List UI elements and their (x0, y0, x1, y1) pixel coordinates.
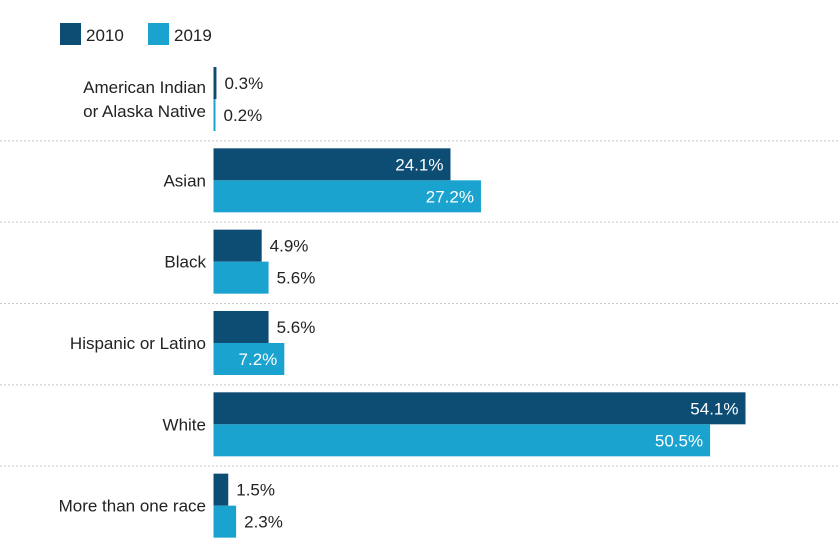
bar-2010 (213, 148, 451, 181)
bar-2019 (213, 342, 285, 375)
bar-2019 (213, 99, 216, 131)
category-label: Hispanic or Latino (70, 334, 206, 353)
category-label: American Indian (83, 78, 206, 97)
value-label-2010: 5.6% (277, 318, 316, 337)
value-label-2019: 27.2% (426, 187, 474, 206)
bar-2010 (213, 310, 269, 343)
value-label-2019: 5.6% (277, 269, 316, 288)
value-label-2010: 0.3% (224, 74, 263, 93)
category-label: Black (164, 253, 206, 272)
category-label: or Alaska Native (83, 102, 206, 121)
bar-2010 (213, 67, 217, 99)
bar-2019 (213, 424, 711, 457)
value-label-2010: 1.5% (236, 481, 275, 500)
bars (213, 67, 746, 538)
value-label-2019: 0.2% (224, 106, 263, 125)
bar-2010 (213, 392, 746, 425)
category-label: More than one race (59, 497, 206, 516)
category-label: Asian (163, 171, 206, 190)
category-labels: American Indian or Alaska Native Asian Blac… (59, 78, 207, 516)
bar-2019 (213, 505, 237, 538)
bar-2019 (213, 180, 481, 213)
legend-swatch-2019 (148, 23, 169, 45)
value-label-2010: 4.9% (270, 237, 309, 256)
value-label-2019: 50.5% (655, 431, 703, 450)
value-labels: 0.3% 0.2% 24.1% 27.2% 4.9% 5.6% 5.6% 7.2% 54.1% 5… (224, 74, 739, 532)
value-label-2010: 54.1% (690, 399, 738, 418)
bar-2010 (213, 229, 262, 262)
value-label-2010: 24.1% (395, 155, 443, 174)
legend-swatch-2010 (60, 23, 81, 45)
legend-label-2019: 2019 (174, 26, 212, 45)
legend: 2010 2019 (60, 23, 212, 45)
value-label-2019: 7.2% (239, 350, 278, 369)
category-separators (0, 140, 840, 467)
legend-label-2010: 2010 (86, 26, 124, 45)
bar-2019 (213, 261, 269, 294)
category-label: White (163, 415, 206, 434)
bar-2010 (213, 473, 229, 506)
value-label-2019: 2.3% (244, 513, 283, 532)
